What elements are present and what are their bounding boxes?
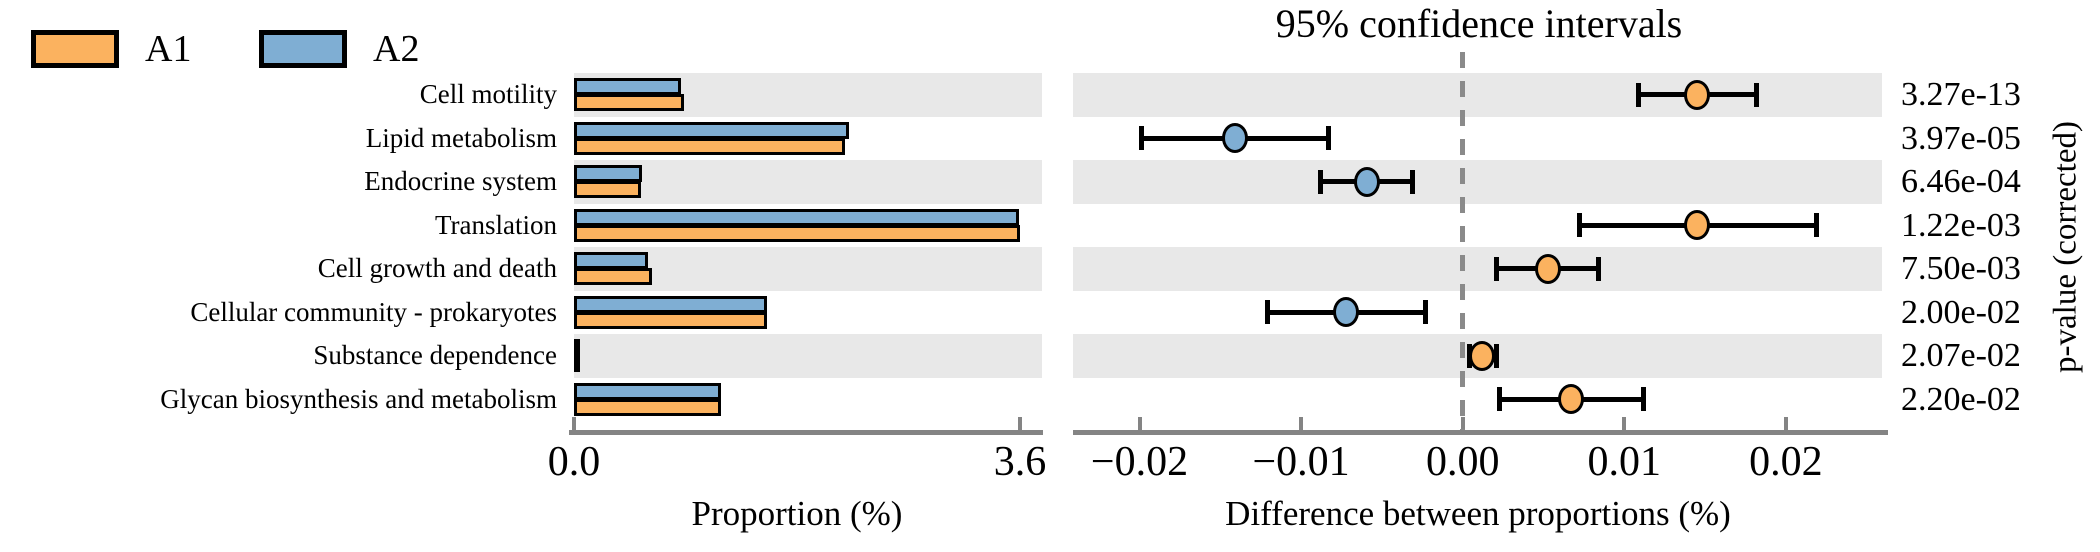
bar-a1 [574, 137, 846, 155]
right-axis-tick [1299, 417, 1304, 430]
ci-cap-left [1264, 300, 1270, 325]
ci-cap-right [1641, 387, 1647, 412]
right-axis-tick-label: 0.02 [1749, 439, 1823, 485]
ci-panel-title: 95% confidence intervals [1275, 1, 1683, 46]
category-label: Substance dependence [313, 340, 557, 370]
p-value-label: 2.20e-02 [1901, 380, 2021, 418]
bar-a2 [574, 208, 1019, 226]
pvalue-axis-title: p-value (corrected) [2047, 121, 2084, 373]
ci-mean-marker [1333, 297, 1360, 328]
left-axis-title: Proportion (%) [691, 494, 903, 533]
category-label: Cell growth and death [317, 253, 557, 283]
row-shading-right [1073, 247, 1882, 291]
ci-cap-right [1423, 300, 1429, 325]
ci-cap-left [1576, 213, 1582, 238]
legend-item-a2: A2 [259, 30, 419, 68]
p-value-label: 7.50e-03 [1901, 250, 2021, 287]
bar-a2 [574, 165, 643, 182]
row-shading-left [574, 334, 1042, 378]
ci-mean-marker [1557, 384, 1584, 415]
left-axis-tick [1018, 417, 1022, 430]
bar-a2 [574, 382, 722, 400]
p-value-label: 2.00e-02 [1901, 293, 2021, 331]
bar-a2 [574, 78, 681, 95]
right-axis-tick [1622, 417, 1627, 430]
ci-cap-right [1494, 343, 1500, 368]
left-axis-tick [572, 417, 576, 430]
bar-a2 [574, 295, 768, 313]
ci-mean-marker [1221, 123, 1248, 154]
row-shading-right [1073, 160, 1882, 204]
right-axis-tick-label: −0.02 [1090, 439, 1189, 485]
ci-cap-right [1595, 256, 1601, 281]
p-value-label: 1.22e-03 [1901, 206, 2021, 244]
left-axis-tick-label: 0.0 [547, 439, 601, 485]
bar-a1 [574, 311, 768, 329]
ci-cap-left [1497, 387, 1503, 412]
ci-cap-right [1814, 213, 1820, 238]
right-axis-tick-label: −0.01 [1252, 439, 1350, 485]
right-axis-title: Difference between proportions (%) [1225, 494, 1731, 533]
row-shading-left [574, 160, 1042, 204]
legend-swatch-a1 [31, 30, 119, 68]
legend-item-a1: A1 [31, 30, 191, 68]
left-x-axis-line [569, 430, 1043, 435]
p-value-label: 3.97e-05 [1901, 119, 2021, 157]
category-label: Glycan biosynthesis and metabolism [160, 383, 557, 414]
bar-a1 [574, 224, 1020, 242]
bar-a1 [574, 94, 685, 111]
bar-a1 [574, 181, 641, 198]
p-value-label: 2.07e-02 [1901, 337, 2021, 374]
category-label: Translation [434, 209, 557, 240]
ci-mean-marker [1535, 253, 1562, 284]
bar-a2 [574, 121, 850, 139]
right-x-axis-line [1073, 430, 1888, 435]
category-label: Endocrine system [364, 166, 557, 196]
right-axis-tick-label: 0.00 [1425, 439, 1500, 485]
legend-label-a2: A2 [373, 28, 420, 70]
ci-mean-marker [1684, 210, 1711, 241]
ci-mean-marker [1469, 340, 1496, 371]
ci-cap-left [1317, 169, 1323, 194]
ci-cap-left [1138, 126, 1144, 151]
right-axis-tick [1137, 417, 1142, 430]
legend-label-a1: A1 [145, 28, 192, 70]
category-label: Lipid metabolism [365, 122, 557, 153]
ci-mean-marker [1684, 79, 1711, 110]
bar-a1 [574, 355, 581, 372]
ci-cap-left [1494, 256, 1500, 281]
left-axis-tick-label: 3.6 [993, 439, 1047, 485]
bar-a1 [574, 268, 653, 285]
ci-cap-right [1410, 169, 1416, 194]
category-label: Cell motility [419, 79, 557, 109]
ci-mean-marker [1354, 166, 1381, 197]
row-shading-right [1073, 73, 1882, 117]
zero-reference-line [1460, 52, 1466, 430]
p-value-label: 6.46e-04 [1901, 163, 2021, 200]
ci-cap-right [1326, 126, 1332, 151]
bar-a1 [574, 398, 722, 416]
bar-a2 [574, 339, 580, 356]
right-axis-tick [1783, 417, 1788, 430]
category-label: Cellular community - prokaryotes [190, 296, 557, 327]
legend-swatch-a2 [259, 30, 347, 68]
p-value-label: 3.27e-13 [1901, 76, 2021, 113]
right-axis-tick-label: 0.01 [1587, 439, 1662, 485]
ci-cap-right [1754, 82, 1760, 107]
bar-a2 [574, 252, 649, 269]
ci-cap-left [1636, 82, 1642, 107]
